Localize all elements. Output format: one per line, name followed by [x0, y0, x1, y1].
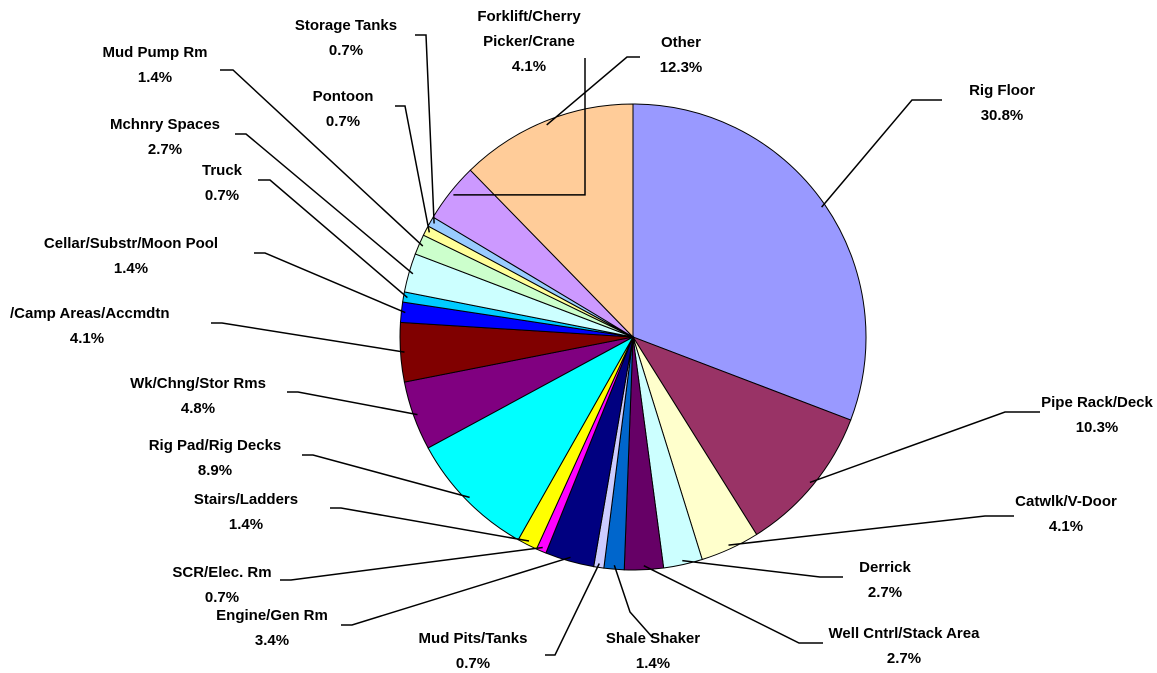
slice-value-label: 4.1%	[1049, 518, 1083, 535]
slice-value-label: 0.7%	[205, 589, 239, 606]
slice-name-label: Wk/Chng/Stor Rms	[130, 375, 266, 392]
slice-name-label: Pontoon	[313, 88, 374, 105]
leader-line	[453, 58, 586, 196]
leader-line	[545, 563, 600, 656]
leader-line	[235, 133, 414, 275]
slice-name-label: Engine/Gen Rm	[216, 607, 328, 624]
leader-line	[254, 252, 406, 314]
slice-value-label: 1.4%	[636, 655, 670, 672]
slice-value-label: 1.4%	[138, 69, 172, 86]
slice-value-label: 1.4%	[114, 260, 148, 277]
leader-line	[220, 69, 424, 247]
slice-value-label: 30.8%	[981, 107, 1024, 124]
slice-name-label: Shale Shaker	[606, 630, 700, 647]
slice-name-label: Rig Pad/Rig Decks	[149, 437, 282, 454]
slice-value-label: 0.7%	[205, 187, 239, 204]
slice-name-label: Pipe Rack/Deck	[1041, 394, 1153, 411]
slice-name-label: Truck	[202, 162, 243, 179]
slice-name-label: /Camp Areas/Accmdtn	[10, 305, 170, 322]
leader-line	[211, 322, 405, 353]
slice-name-label: Cellar/Substr/Moon Pool	[44, 235, 218, 252]
slice-value-label: 8.9%	[198, 462, 232, 479]
leader-line	[280, 546, 543, 581]
pie-slice-other	[469, 103, 634, 339]
slice-name-label: Rig Floor	[969, 82, 1035, 99]
slice-value-label: 4.1%	[512, 58, 546, 75]
pie-slice-rig-floor	[632, 103, 867, 421]
slice-name-label: Mud Pits/Tanks	[419, 630, 528, 647]
pie-slice-rig-pad-rig-decks	[427, 335, 635, 541]
pie-slice-pipe-rack-deck	[631, 336, 852, 536]
leader-line	[330, 507, 530, 542]
leader-line	[682, 559, 843, 578]
slice-value-label: 0.7%	[456, 655, 490, 672]
pie-slices	[399, 103, 867, 571]
slice-value-label: 3.4%	[255, 632, 289, 649]
slice-value-label: 0.7%	[329, 42, 363, 59]
slice-name-label: Mud Pump Rm	[103, 44, 208, 61]
leader-line	[821, 99, 942, 208]
leader-line	[613, 564, 654, 639]
slice-value-label: 1.4%	[229, 516, 263, 533]
leader-line	[395, 105, 431, 233]
slice-value-label: 4.8%	[181, 400, 215, 417]
slice-value-label: 2.7%	[887, 650, 921, 667]
slice-name-label: Catwlk/V-Door	[1015, 493, 1117, 510]
slice-labels: Rig Floor 30.8% Pipe Rack/Deck 10.3% Catwlk/…	[10, 8, 1154, 672]
leader-line	[809, 411, 1040, 484]
slice-value-label: 2.7%	[868, 584, 902, 601]
leader-line	[302, 454, 470, 499]
slice-name-label: Mchnry Spaces	[110, 116, 220, 133]
slice-value-label: 10.3%	[1076, 419, 1119, 436]
leader-line	[643, 565, 823, 644]
slice-name-label: Other	[661, 34, 701, 51]
leader-line	[728, 515, 1014, 546]
leader-line	[415, 34, 435, 224]
leader-lines	[211, 34, 1040, 656]
slice-name-label: SCR/Elec. Rm	[172, 564, 271, 581]
leader-line	[258, 179, 408, 299]
leader-line	[287, 391, 418, 416]
slice-value-label: 0.7%	[326, 113, 360, 130]
slice-value-label: 12.3%	[660, 59, 703, 76]
slice-name-label: Storage Tanks	[295, 17, 397, 34]
leader-line	[341, 556, 571, 626]
slice-name-label: Well Cntrl/Stack Area	[829, 625, 981, 642]
slice-name-label: Stairs/Ladders	[194, 491, 298, 508]
slice-value-label: 4.1%	[70, 330, 104, 347]
leader-line	[546, 56, 640, 126]
slice-name-label: Forklift/Cherry	[477, 8, 581, 25]
slice-value-label: 2.7%	[148, 141, 182, 158]
slice-name-label: Derrick	[859, 559, 911, 576]
slice-name-label: Picker/Crane	[483, 33, 575, 50]
